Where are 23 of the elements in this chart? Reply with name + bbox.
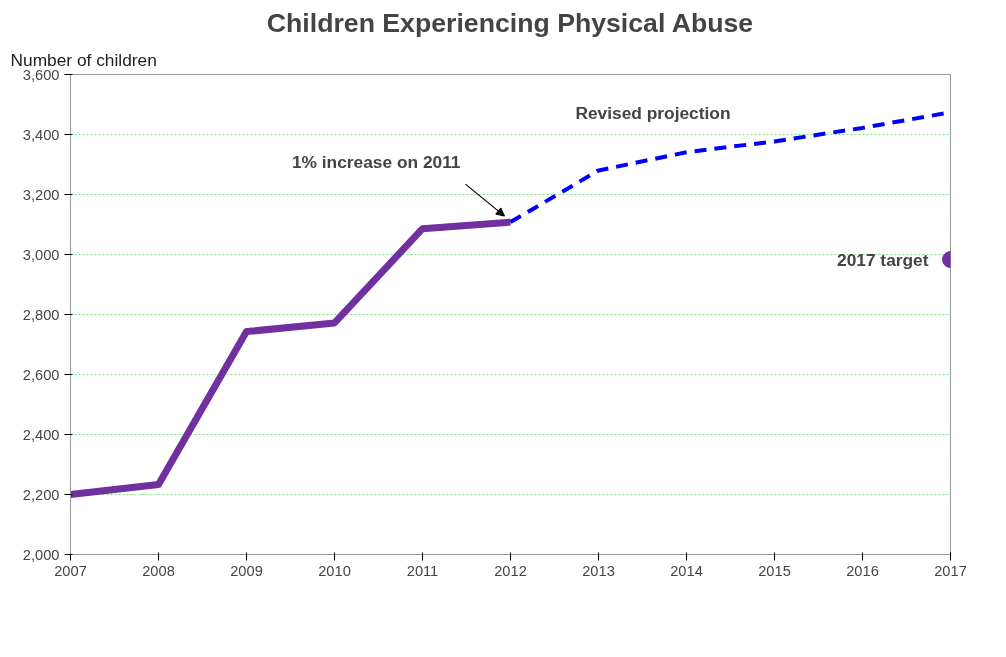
- x-tick-label: 2014: [670, 562, 703, 579]
- x-tick-label: 2009: [230, 562, 263, 579]
- chart-title: Children Experiencing Physical Abuse: [266, 7, 754, 38]
- x-tick-label: 2008: [142, 562, 175, 579]
- x-tick-label: 2011: [406, 562, 439, 579]
- y-tick-label: 2,000: [22, 546, 60, 563]
- y-tick-label: 2,800: [22, 306, 60, 323]
- x-tick-label: 2010: [318, 562, 351, 579]
- x-tick-label: 2015: [758, 562, 791, 579]
- x-tick-label: 2012: [494, 562, 527, 579]
- x-tick-label: 2016: [846, 562, 879, 579]
- y-tick-label: 2,600: [22, 366, 60, 383]
- x-tick-label: 2007: [54, 562, 87, 579]
- y-tick-label: 3,000: [22, 246, 60, 263]
- y-tick-label: 2,400: [22, 426, 60, 443]
- x-tick-label: 2017: [934, 562, 967, 579]
- series-label: Revised projection: [575, 103, 731, 124]
- y-tick-label: 2,200: [22, 486, 60, 503]
- annotation: 1% increase on 2011: [291, 152, 461, 173]
- series-label: 2017 target: [836, 249, 929, 270]
- y-tick-label: 3,200: [22, 186, 60, 203]
- y-tick-label: 3,400: [22, 126, 60, 143]
- x-tick-label: 2013: [582, 562, 615, 579]
